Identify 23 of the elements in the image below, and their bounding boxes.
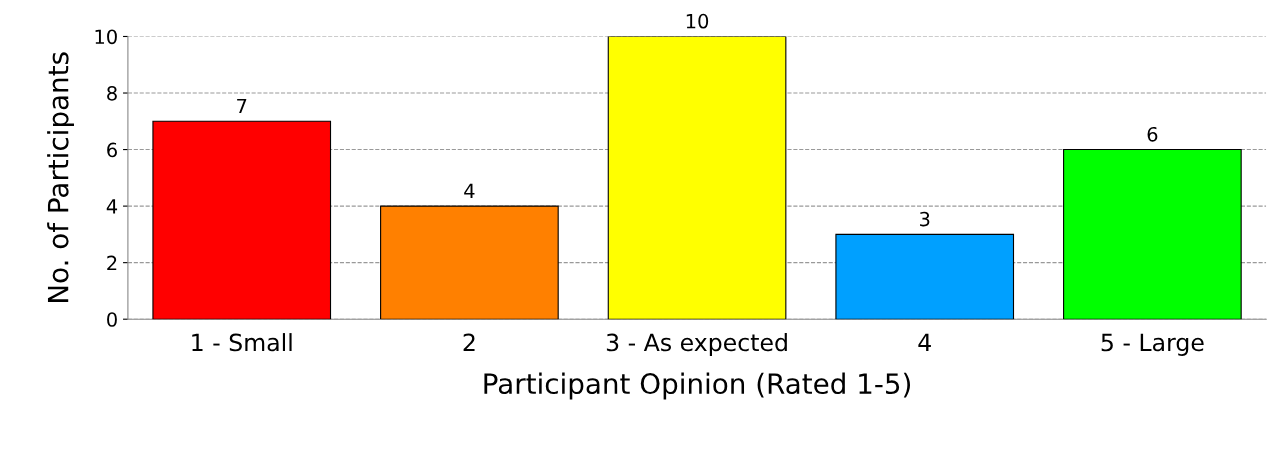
data-label: 6 [1147, 126, 1158, 142]
bar [152, 120, 332, 320]
x-tick-label: 5 - Large [1101, 333, 1204, 356]
data-label: 3 [920, 211, 930, 227]
x-tick-label: 2 [463, 333, 475, 352]
x-tick-label: 3 - As expected [606, 333, 787, 356]
x-tick-label: 1 - Small [192, 333, 292, 352]
x-tick-label: 4 [918, 333, 931, 352]
y-tick-label: 6 [107, 142, 117, 158]
bar [607, 36, 787, 320]
y-tick-label: 10 [95, 29, 117, 45]
bar [1063, 149, 1242, 320]
y-tick-label: 8 [107, 85, 117, 101]
y-axis-title: No. of Participants [47, 52, 74, 302]
bar [835, 233, 1015, 320]
data-label: 4 [464, 183, 475, 198]
x-axis-title: Participant Opinion (Rated 1-5) [484, 372, 911, 400]
y-tick-label: 4 [106, 199, 118, 214]
y-tick-label: 2 [107, 255, 117, 271]
data-label: 7 [237, 98, 247, 114]
y-tick-label: 0 [107, 312, 117, 327]
data-label: 10 [686, 13, 709, 29]
bar [380, 205, 559, 320]
